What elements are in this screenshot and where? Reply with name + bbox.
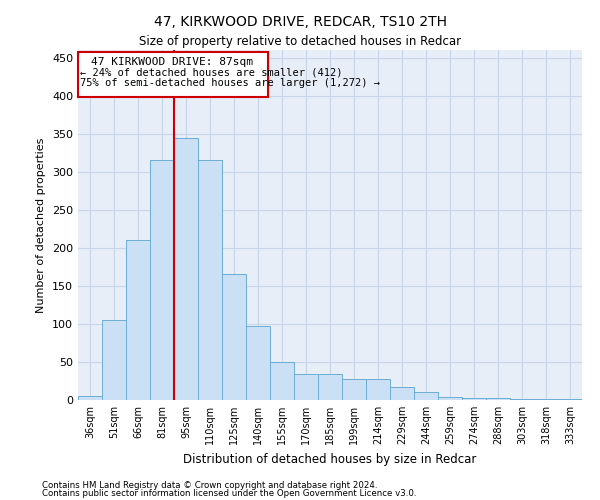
Text: 47, KIRKWOOD DRIVE, REDCAR, TS10 2TH: 47, KIRKWOOD DRIVE, REDCAR, TS10 2TH bbox=[154, 15, 446, 29]
Bar bbox=[390, 387, 414, 400]
Bar bbox=[78, 396, 102, 400]
Bar bbox=[270, 362, 294, 400]
Bar bbox=[150, 160, 174, 400]
Text: Contains HM Land Registry data © Crown copyright and database right 2024.: Contains HM Land Registry data © Crown c… bbox=[42, 480, 377, 490]
X-axis label: Distribution of detached houses by size in Redcar: Distribution of detached houses by size … bbox=[184, 452, 476, 466]
Text: 47 KIRKWOOD DRIVE: 87sqm: 47 KIRKWOOD DRIVE: 87sqm bbox=[91, 57, 253, 67]
Bar bbox=[462, 398, 486, 400]
FancyBboxPatch shape bbox=[79, 52, 268, 97]
Bar bbox=[438, 397, 462, 400]
Bar bbox=[534, 399, 558, 400]
Bar bbox=[294, 374, 318, 400]
Bar bbox=[414, 392, 438, 400]
Bar bbox=[486, 398, 510, 400]
Text: Contains public sector information licensed under the Open Government Licence v3: Contains public sector information licen… bbox=[42, 489, 416, 498]
Bar bbox=[174, 138, 198, 400]
Bar bbox=[342, 380, 366, 400]
Bar bbox=[246, 326, 270, 400]
Text: ← 24% of detached houses are smaller (412): ← 24% of detached houses are smaller (41… bbox=[80, 68, 343, 78]
Bar bbox=[126, 240, 150, 400]
Bar bbox=[222, 274, 246, 400]
Bar bbox=[102, 320, 126, 400]
Text: 75% of semi-detached houses are larger (1,272) →: 75% of semi-detached houses are larger (… bbox=[80, 78, 380, 88]
Bar bbox=[510, 399, 534, 400]
Text: Size of property relative to detached houses in Redcar: Size of property relative to detached ho… bbox=[139, 35, 461, 48]
Y-axis label: Number of detached properties: Number of detached properties bbox=[37, 138, 46, 312]
Bar bbox=[198, 160, 222, 400]
Bar bbox=[558, 399, 582, 400]
Bar bbox=[366, 380, 390, 400]
Bar bbox=[318, 374, 342, 400]
